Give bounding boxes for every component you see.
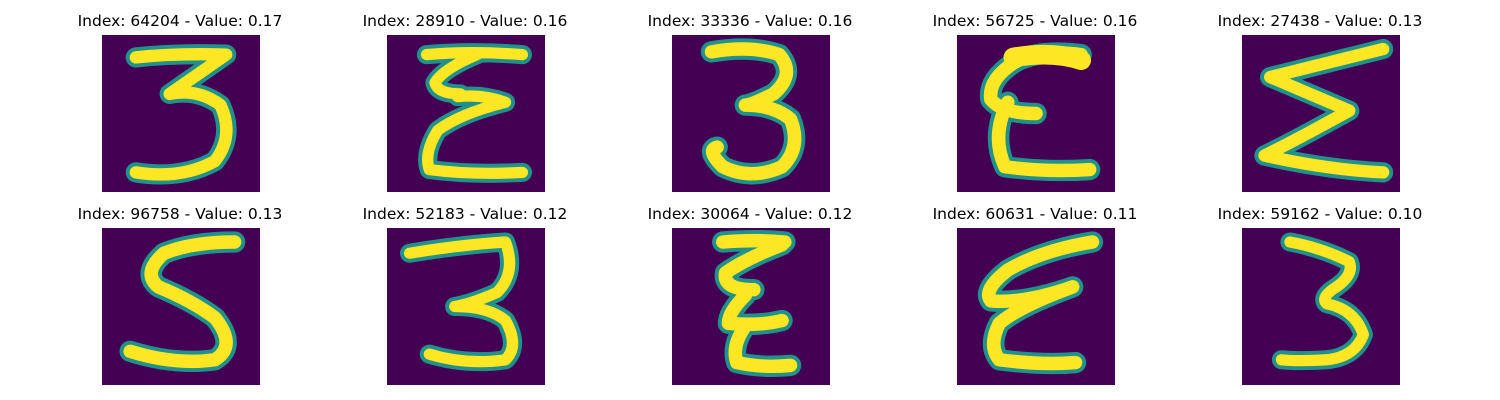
panel-title: Index: 96758 - Value: 0.13 bbox=[77, 205, 283, 223]
panel-title: Index: 56725 - Value: 0.16 bbox=[932, 12, 1138, 30]
digit-image bbox=[957, 228, 1115, 385]
panel-3: Index: 33336 - Value: 0.16 bbox=[630, 12, 870, 202]
digit-image bbox=[387, 228, 545, 385]
panel-title: Index: 60631 - Value: 0.11 bbox=[932, 205, 1138, 223]
panel-10: Index: 59162 - Value: 0.10 bbox=[1200, 205, 1440, 395]
panel-6: Index: 96758 - Value: 0.13 bbox=[60, 205, 300, 395]
digit-image bbox=[1242, 35, 1400, 192]
digit-image bbox=[102, 228, 260, 385]
panel-2: Index: 28910 - Value: 0.16 bbox=[345, 12, 585, 202]
digit-image bbox=[1242, 228, 1400, 385]
digit-image bbox=[387, 35, 545, 192]
panel-title: Index: 30064 - Value: 0.12 bbox=[647, 205, 853, 223]
digit-image bbox=[957, 35, 1115, 192]
panel-title: Index: 52183 - Value: 0.12 bbox=[362, 205, 568, 223]
digit-image bbox=[102, 35, 260, 192]
digit-image bbox=[672, 228, 830, 385]
panel-7: Index: 52183 - Value: 0.12 bbox=[345, 205, 585, 395]
panel-title: Index: 27438 - Value: 0.13 bbox=[1217, 12, 1423, 30]
panel-9: Index: 60631 - Value: 0.11 bbox=[915, 205, 1155, 395]
panel-1: Index: 64204 - Value: 0.17 bbox=[60, 12, 300, 202]
panel-4: Index: 56725 - Value: 0.16 bbox=[915, 12, 1155, 202]
panel-title: Index: 64204 - Value: 0.17 bbox=[77, 12, 283, 30]
digit-image bbox=[672, 35, 830, 192]
panel-5: Index: 27438 - Value: 0.13 bbox=[1200, 12, 1440, 202]
panel-title: Index: 28910 - Value: 0.16 bbox=[362, 12, 568, 30]
panel-title: Index: 33336 - Value: 0.16 bbox=[647, 12, 853, 30]
panel-8: Index: 30064 - Value: 0.12 bbox=[630, 205, 870, 395]
panel-title: Index: 59162 - Value: 0.10 bbox=[1217, 205, 1423, 223]
